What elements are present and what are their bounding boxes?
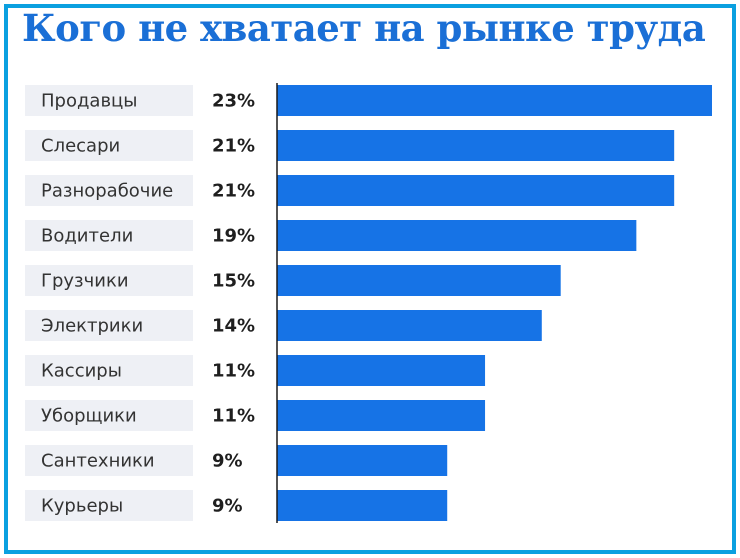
category-label-background — [25, 85, 193, 116]
bar — [277, 265, 561, 296]
bar — [277, 310, 542, 341]
bar — [277, 355, 486, 386]
value-label: 9% — [212, 496, 243, 517]
bar — [277, 220, 637, 251]
bar — [277, 175, 675, 206]
category-label: Водители — [41, 226, 133, 247]
category-label-background — [25, 175, 193, 206]
value-label: 14% — [212, 316, 255, 337]
category-label-background — [25, 400, 193, 431]
category-label: Грузчики — [41, 271, 129, 292]
value-label: 9% — [212, 451, 243, 472]
category-label-background — [25, 355, 193, 386]
category-label: Электрики — [41, 316, 143, 337]
category-label: Уборщики — [41, 406, 137, 427]
bar — [277, 445, 448, 476]
category-label-background — [25, 130, 193, 161]
value-label: 19% — [212, 226, 255, 247]
value-label: 15% — [212, 271, 255, 292]
category-label: Продавцы — [41, 91, 138, 112]
bar — [277, 490, 448, 521]
category-label-background — [25, 265, 193, 296]
bar — [277, 400, 486, 431]
category-label: Курьеры — [41, 496, 123, 517]
value-label: 21% — [212, 181, 255, 202]
value-label: 11% — [212, 406, 255, 427]
chart-title: Кого не хватает на рынке труда — [22, 6, 706, 50]
category-label-background — [25, 310, 193, 341]
category-label: Сантехники — [41, 451, 155, 472]
value-label: 21% — [212, 136, 255, 157]
category-label: Разнорабочие — [41, 181, 173, 202]
bar — [277, 85, 712, 116]
bar — [277, 130, 675, 161]
value-label: 23% — [212, 91, 255, 112]
value-label: 11% — [212, 361, 255, 382]
category-label-background — [25, 490, 193, 521]
category-label: Слесари — [41, 136, 120, 157]
category-label-background — [25, 220, 193, 251]
category-label: Кассиры — [41, 361, 122, 382]
category-label-background — [25, 445, 193, 476]
